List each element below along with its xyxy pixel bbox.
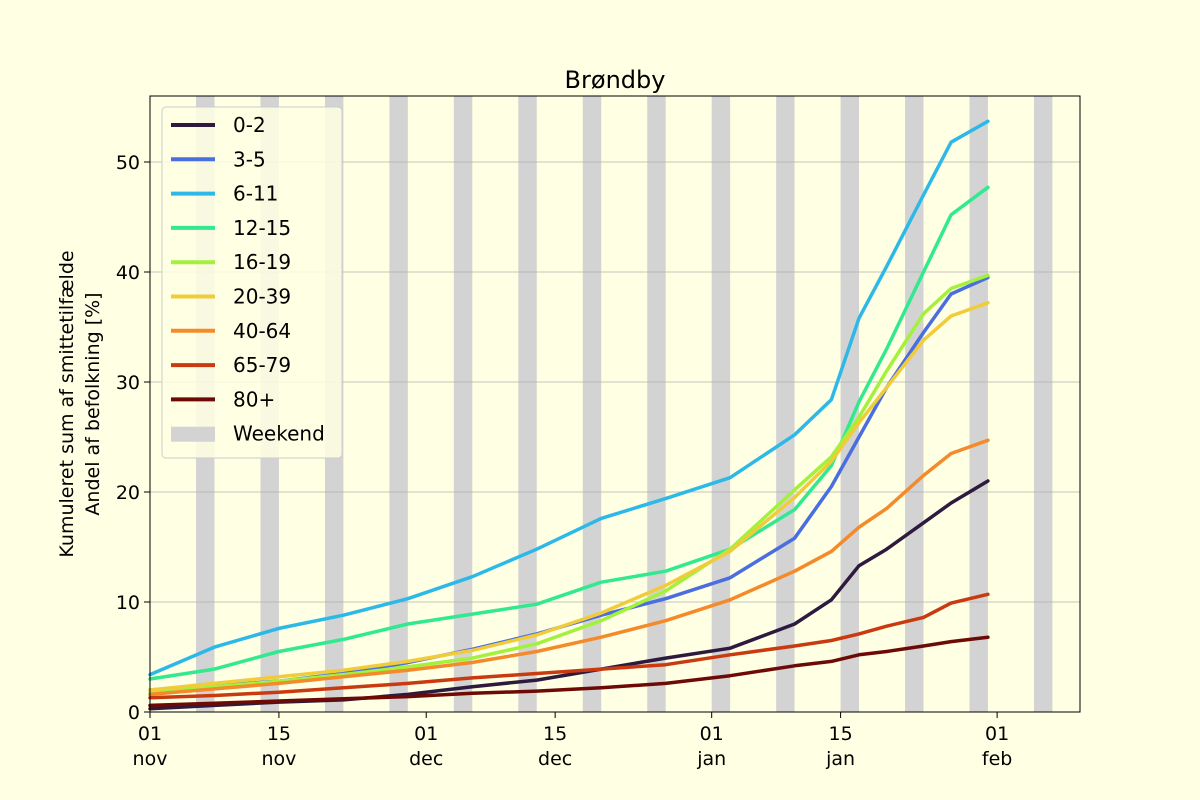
x-tick-day-label: 01 <box>414 723 438 745</box>
series-line-20-39 <box>148 301 990 692</box>
plot-frame <box>149 95 1081 713</box>
x-tick-month-label: nov <box>133 748 168 770</box>
weekend-bands <box>196 96 1053 712</box>
legend-label: 16-19 <box>233 250 291 274</box>
weekend-band <box>647 96 666 712</box>
y-axis: 0 10 20 30 40 50 <box>116 152 150 724</box>
y-tick-label: 40 <box>116 262 140 284</box>
weekend-band <box>969 96 988 712</box>
weekend-band <box>1033 96 1053 712</box>
y-tick-label: 20 <box>116 482 140 504</box>
x-tick-month-label: feb <box>982 748 1012 770</box>
x-tick-month-label: nov <box>261 748 296 770</box>
x-tick-day-label: 01 <box>985 723 1009 745</box>
y-tick-label: 30 <box>116 372 140 394</box>
y-axis-label-line1: Kumuleret sum af smittetilfælde <box>56 250 78 557</box>
legend-label: 3-5 <box>233 147 266 171</box>
legend: 0-2 3-5 6-11 12-15 16-19 20-39 40-64 65-79 80+ We… <box>161 106 343 459</box>
series-line-65-79 <box>148 592 990 700</box>
weekend-band <box>840 96 860 712</box>
x-tick-day-label: 15 <box>267 723 291 745</box>
legend-label: 0-2 <box>233 113 266 137</box>
y-tick-label: 0 <box>128 702 140 724</box>
x-tick-month-label: dec <box>409 748 443 770</box>
legend-label: 80+ <box>233 387 275 411</box>
legend-label: 20-39 <box>233 285 291 309</box>
series-lines <box>148 119 990 711</box>
legend-label: 40-64 <box>233 319 291 343</box>
series-line-6-11 <box>148 119 990 677</box>
x-tick-day-label: 01 <box>700 723 724 745</box>
x-tick-month-label: dec <box>538 748 572 770</box>
x-tick-day-label: 01 <box>138 723 162 745</box>
x-tick-month-label: jan <box>696 748 726 770</box>
series-line-16-19 <box>148 273 990 694</box>
weekend-band <box>582 96 602 712</box>
y-tick-label: 10 <box>116 592 140 614</box>
y-tick-label: 50 <box>116 152 140 174</box>
series-line-80+ <box>148 635 990 708</box>
legend-label: 65-79 <box>233 353 291 377</box>
chart-title: Brøndby <box>565 66 666 94</box>
weekend-band <box>453 96 473 712</box>
legend-label: 6-11 <box>233 182 278 206</box>
x-tick-day-label: 15 <box>829 723 853 745</box>
legend-weekend-swatch <box>171 426 215 442</box>
series-line-40-64 <box>148 438 990 697</box>
x-axis: 01 nov 15 nov 01 dec 15 dec 01 jan 15 jan 01 feb <box>133 712 1012 770</box>
x-tick-month-label: jan <box>825 748 855 770</box>
weekend-band <box>711 96 731 712</box>
series-line-12-15 <box>148 185 990 681</box>
legend-label: 12-15 <box>233 216 291 240</box>
y-axis-label-line2: Andel af befolkning [%] <box>82 292 104 515</box>
weekend-band <box>389 96 408 712</box>
weekend-band <box>905 96 924 712</box>
weekend-band <box>776 96 795 712</box>
x-tick-day-label: 15 <box>543 723 567 745</box>
weekend-band <box>518 96 537 712</box>
legend-weekend-label: Weekend <box>233 422 325 446</box>
